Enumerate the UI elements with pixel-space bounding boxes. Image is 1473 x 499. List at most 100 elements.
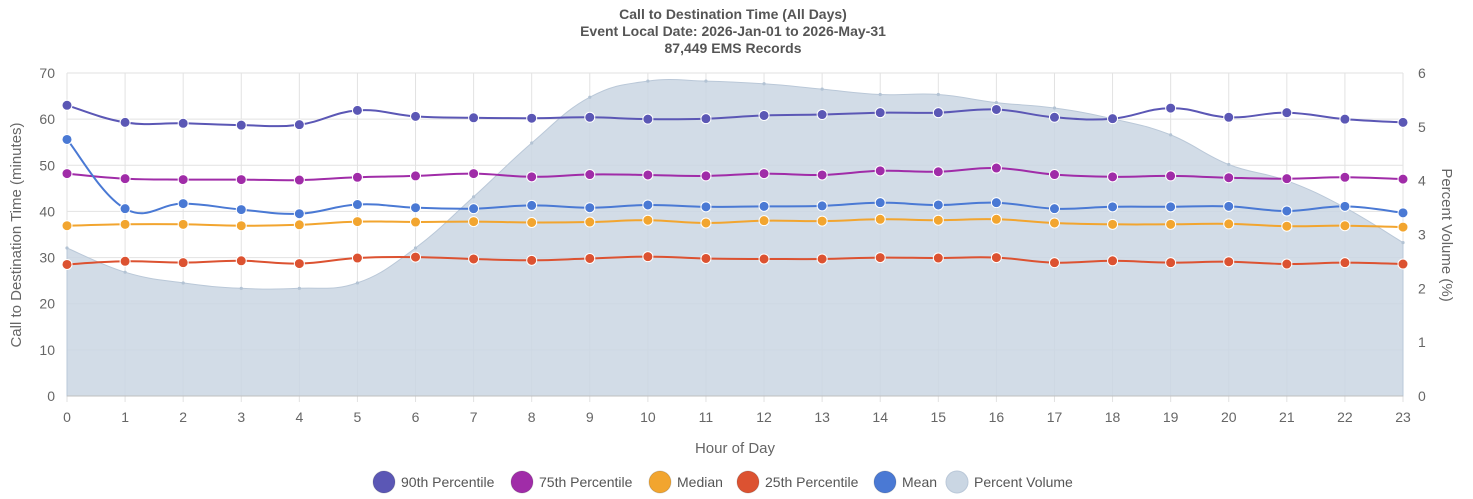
point-mean[interactable] [410, 202, 422, 214]
point-mean[interactable] [1107, 201, 1119, 213]
point-25th-percentile[interactable] [468, 253, 480, 265]
point-75th-percentile[interactable] [1223, 172, 1235, 184]
point-90th-percentile[interactable] [1223, 111, 1235, 123]
point-mean[interactable] [468, 203, 480, 215]
point-90th-percentile[interactable] [584, 111, 596, 123]
point-90th-percentile[interactable] [1339, 113, 1351, 125]
point-25th-percentile[interactable] [351, 252, 363, 264]
point-90th-percentile[interactable] [1165, 102, 1177, 114]
point-median[interactable] [1223, 218, 1235, 230]
point-75th-percentile[interactable] [874, 165, 886, 177]
point-90th-percentile[interactable] [351, 104, 363, 116]
point-90th-percentile[interactable] [990, 103, 1002, 115]
point-25th-percentile[interactable] [1107, 255, 1119, 267]
legend-item-75th-percentile[interactable]: 75th Percentile [510, 470, 633, 494]
point-mean[interactable] [293, 208, 305, 220]
point-75th-percentile[interactable] [932, 166, 944, 178]
point-90th-percentile[interactable] [1281, 107, 1293, 119]
point-25th-percentile[interactable] [1281, 258, 1293, 270]
point-median[interactable] [526, 217, 538, 229]
point-25th-percentile[interactable] [119, 255, 131, 267]
legend-item-percent-volume[interactable]: Percent Volume [945, 470, 1073, 494]
point-90th-percentile[interactable] [410, 110, 422, 122]
point-90th-percentile[interactable] [293, 119, 305, 131]
point-75th-percentile[interactable] [1397, 173, 1409, 185]
point-75th-percentile[interactable] [526, 171, 538, 183]
point-25th-percentile[interactable] [874, 252, 886, 264]
point-mean[interactable] [700, 201, 712, 213]
point-mean[interactable] [990, 197, 1002, 209]
point-mean[interactable] [758, 200, 770, 212]
point-75th-percentile[interactable] [816, 169, 828, 181]
point-mean[interactable] [816, 200, 828, 212]
point-median[interactable] [410, 216, 422, 228]
point-75th-percentile[interactable] [177, 174, 189, 186]
point-75th-percentile[interactable] [584, 169, 596, 181]
point-median[interactable] [584, 216, 596, 228]
point-75th-percentile[interactable] [351, 171, 363, 183]
point-75th-percentile[interactable] [1048, 169, 1060, 181]
point-median[interactable] [1107, 218, 1119, 230]
point-median[interactable] [1397, 221, 1409, 233]
point-75th-percentile[interactable] [1165, 170, 1177, 182]
point-75th-percentile[interactable] [293, 174, 305, 186]
point-25th-percentile[interactable] [410, 251, 422, 263]
point-25th-percentile[interactable] [584, 252, 596, 264]
point-mean[interactable] [1165, 201, 1177, 213]
point-75th-percentile[interactable] [410, 170, 422, 182]
point-75th-percentile[interactable] [700, 170, 712, 182]
point-mean[interactable] [932, 199, 944, 211]
point-median[interactable] [468, 216, 480, 228]
legend-item-25th-percentile[interactable]: 25th Percentile [736, 470, 859, 494]
point-mean[interactable] [61, 133, 73, 145]
point-mean[interactable] [1048, 203, 1060, 215]
point-median[interactable] [816, 215, 828, 227]
point-75th-percentile[interactable] [468, 168, 480, 180]
point-mean[interactable] [235, 204, 247, 216]
point-25th-percentile[interactable] [1223, 256, 1235, 268]
point-mean[interactable] [1397, 207, 1409, 219]
point-25th-percentile[interactable] [816, 253, 828, 265]
point-25th-percentile[interactable] [700, 252, 712, 264]
point-90th-percentile[interactable] [758, 109, 770, 121]
point-25th-percentile[interactable] [177, 257, 189, 269]
point-75th-percentile[interactable] [119, 173, 131, 185]
point-25th-percentile[interactable] [1048, 257, 1060, 269]
point-25th-percentile[interactable] [1165, 257, 1177, 269]
point-mean[interactable] [119, 203, 131, 215]
point-mean[interactable] [526, 199, 538, 211]
legend-item-median[interactable]: Median [648, 470, 723, 494]
point-median[interactable] [1048, 217, 1060, 229]
point-median[interactable] [235, 220, 247, 232]
point-median[interactable] [1165, 218, 1177, 230]
point-90th-percentile[interactable] [526, 112, 538, 124]
point-median[interactable] [1339, 220, 1351, 232]
point-25th-percentile[interactable] [1397, 258, 1409, 270]
point-mean[interactable] [1281, 205, 1293, 217]
point-25th-percentile[interactable] [235, 255, 247, 267]
point-25th-percentile[interactable] [990, 252, 1002, 264]
point-median[interactable] [642, 214, 654, 226]
point-75th-percentile[interactable] [642, 169, 654, 181]
point-mean[interactable] [642, 199, 654, 211]
point-mean[interactable] [351, 199, 363, 211]
point-75th-percentile[interactable] [235, 174, 247, 186]
point-90th-percentile[interactable] [119, 116, 131, 128]
point-mean[interactable] [874, 197, 886, 209]
point-25th-percentile[interactable] [642, 251, 654, 263]
point-25th-percentile[interactable] [526, 254, 538, 266]
point-mean[interactable] [584, 202, 596, 214]
point-mean[interactable] [1223, 200, 1235, 212]
point-90th-percentile[interactable] [468, 112, 480, 124]
point-90th-percentile[interactable] [874, 107, 886, 119]
point-75th-percentile[interactable] [758, 168, 770, 180]
point-mean[interactable] [177, 198, 189, 210]
point-median[interactable] [874, 213, 886, 225]
point-median[interactable] [1281, 220, 1293, 232]
point-median[interactable] [293, 219, 305, 231]
point-median[interactable] [351, 216, 363, 228]
point-90th-percentile[interactable] [1397, 116, 1409, 128]
legend-item-90th-percentile[interactable]: 90th Percentile [372, 470, 495, 494]
point-25th-percentile[interactable] [61, 258, 73, 270]
legend-item-mean[interactable]: Mean [873, 470, 937, 494]
